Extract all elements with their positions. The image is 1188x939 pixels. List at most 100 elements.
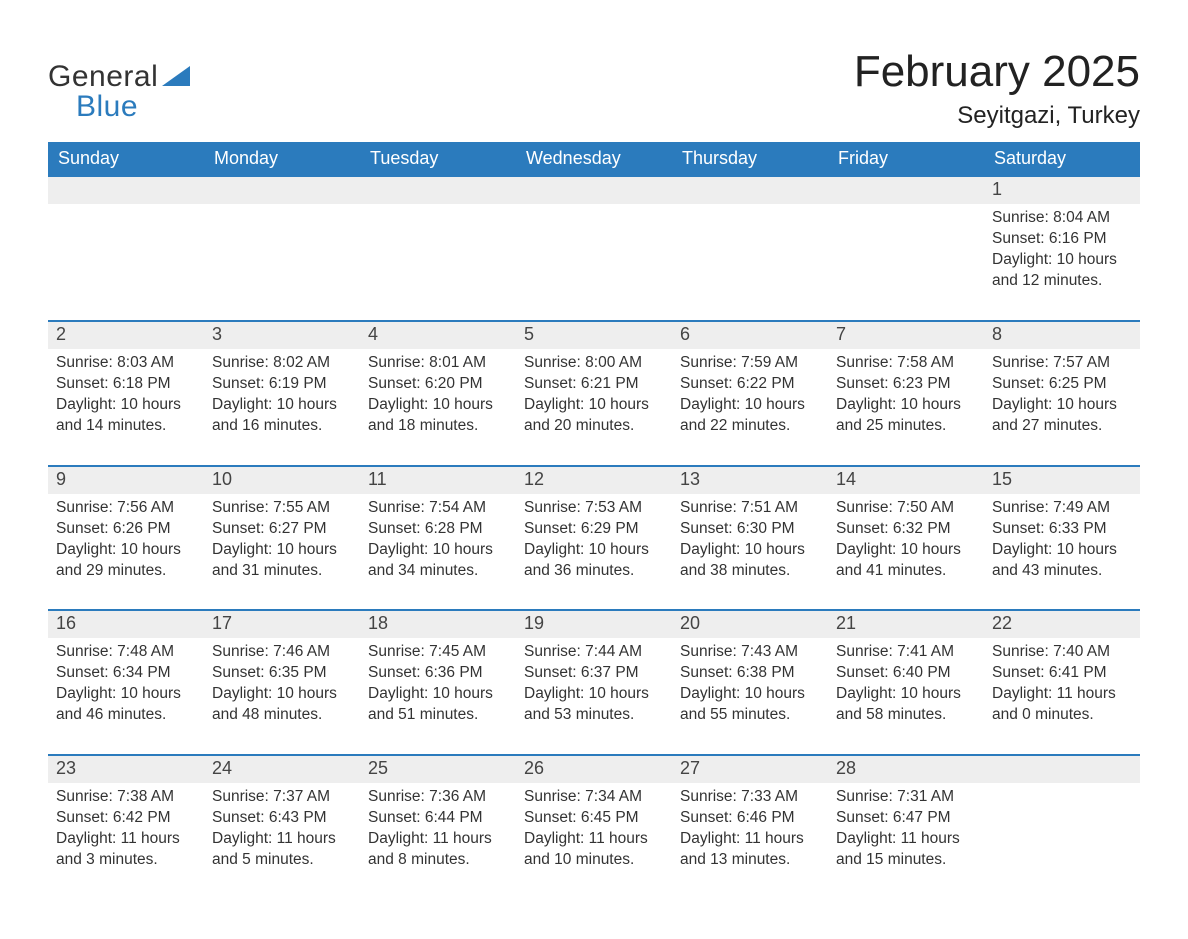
sunrise-line: Sunrise: 7:37 AM <box>212 787 352 808</box>
daylight-line: Daylight: 10 hours <box>524 540 664 561</box>
brand-logo: General Blue <box>48 48 190 122</box>
day-content-row: Sunrise: 7:56 AMSunset: 6:26 PMDaylight:… <box>48 494 1140 610</box>
day-cell: Sunrise: 7:44 AMSunset: 6:37 PMDaylight:… <box>516 638 672 754</box>
weekday-header: Sunday <box>48 142 204 177</box>
weekday-header: Thursday <box>672 142 828 177</box>
day-number: 9 <box>48 467 204 494</box>
weekday-header: Monday <box>204 142 360 177</box>
day-cell <box>516 204 672 320</box>
day-cell <box>360 204 516 320</box>
daylight-line: Daylight: 11 hours <box>836 829 976 850</box>
sunrise-line: Sunrise: 7:45 AM <box>368 642 508 663</box>
day-cell <box>672 204 828 320</box>
sunrise-line: Sunrise: 8:02 AM <box>212 353 352 374</box>
sunset-line: Sunset: 6:27 PM <box>212 519 352 540</box>
daylight-line: Daylight: 11 hours <box>212 829 352 850</box>
day-number: 1 <box>984 177 1140 204</box>
sunrise-line: Sunrise: 8:03 AM <box>56 353 196 374</box>
day-cell: Sunrise: 8:02 AMSunset: 6:19 PMDaylight:… <box>204 349 360 465</box>
sunrise-line: Sunrise: 7:41 AM <box>836 642 976 663</box>
sunrise-line: Sunrise: 8:04 AM <box>992 208 1132 229</box>
day-number <box>672 177 828 204</box>
day-number: 27 <box>672 756 828 783</box>
daylight-line: and 29 minutes. <box>56 561 196 582</box>
daylight-line: and 8 minutes. <box>368 850 508 871</box>
daylight-line: Daylight: 11 hours <box>524 829 664 850</box>
day-number: 14 <box>828 467 984 494</box>
day-number <box>516 177 672 204</box>
day-cell: Sunrise: 7:40 AMSunset: 6:41 PMDaylight:… <box>984 638 1140 754</box>
sunrise-line: Sunrise: 7:50 AM <box>836 498 976 519</box>
day-number: 12 <box>516 467 672 494</box>
sunset-line: Sunset: 6:22 PM <box>680 374 820 395</box>
daylight-line: and 20 minutes. <box>524 416 664 437</box>
brand-logo-text: General Blue <box>48 62 190 122</box>
day-cell <box>48 204 204 320</box>
day-cell: Sunrise: 7:38 AMSunset: 6:42 PMDaylight:… <box>48 783 204 899</box>
sunrise-line: Sunrise: 7:31 AM <box>836 787 976 808</box>
day-cell: Sunrise: 7:54 AMSunset: 6:28 PMDaylight:… <box>360 494 516 610</box>
day-number: 5 <box>516 322 672 349</box>
sunset-line: Sunset: 6:35 PM <box>212 663 352 684</box>
sunrise-line: Sunrise: 7:46 AM <box>212 642 352 663</box>
sunset-line: Sunset: 6:19 PM <box>212 374 352 395</box>
weekday-header: Saturday <box>984 142 1140 177</box>
daylight-line: and 55 minutes. <box>680 705 820 726</box>
daylight-line: Daylight: 10 hours <box>524 395 664 416</box>
day-number: 10 <box>204 467 360 494</box>
day-number: 19 <box>516 611 672 638</box>
daylight-line: Daylight: 10 hours <box>368 540 508 561</box>
daylight-line: and 51 minutes. <box>368 705 508 726</box>
daylight-line: Daylight: 10 hours <box>680 540 820 561</box>
day-cell: Sunrise: 7:48 AMSunset: 6:34 PMDaylight:… <box>48 638 204 754</box>
daylight-line: and 14 minutes. <box>56 416 196 437</box>
daylight-line: and 58 minutes. <box>836 705 976 726</box>
day-number: 7 <box>828 322 984 349</box>
weekday-header-row: Sunday Monday Tuesday Wednesday Thursday… <box>48 142 1140 177</box>
sunrise-line: Sunrise: 7:34 AM <box>524 787 664 808</box>
day-number <box>828 177 984 204</box>
daylight-line: Daylight: 10 hours <box>56 540 196 561</box>
sunset-line: Sunset: 6:33 PM <box>992 519 1132 540</box>
daylight-line: and 36 minutes. <box>524 561 664 582</box>
day-number <box>984 756 1140 783</box>
daylight-line: Daylight: 10 hours <box>992 395 1132 416</box>
sunset-line: Sunset: 6:45 PM <box>524 808 664 829</box>
daylight-line: Daylight: 10 hours <box>212 540 352 561</box>
sunset-line: Sunset: 6:26 PM <box>56 519 196 540</box>
sunset-line: Sunset: 6:16 PM <box>992 229 1132 250</box>
day-number-row: 2345678 <box>48 322 1140 349</box>
day-cell: Sunrise: 7:56 AMSunset: 6:26 PMDaylight:… <box>48 494 204 610</box>
sunrise-line: Sunrise: 7:36 AM <box>368 787 508 808</box>
daylight-line: and 43 minutes. <box>992 561 1132 582</box>
daylight-line: and 25 minutes. <box>836 416 976 437</box>
day-cell: Sunrise: 7:43 AMSunset: 6:38 PMDaylight:… <box>672 638 828 754</box>
day-number: 15 <box>984 467 1140 494</box>
weekday-header: Tuesday <box>360 142 516 177</box>
day-number: 24 <box>204 756 360 783</box>
weekday-header: Wednesday <box>516 142 672 177</box>
daylight-line: and 18 minutes. <box>368 416 508 437</box>
daylight-line: and 13 minutes. <box>680 850 820 871</box>
daylight-line: Daylight: 10 hours <box>680 395 820 416</box>
daylight-line: and 46 minutes. <box>56 705 196 726</box>
daylight-line: and 53 minutes. <box>524 705 664 726</box>
day-number: 21 <box>828 611 984 638</box>
daylight-line: and 0 minutes. <box>992 705 1132 726</box>
sunset-line: Sunset: 6:18 PM <box>56 374 196 395</box>
daylight-line: Daylight: 10 hours <box>56 395 196 416</box>
day-number: 2 <box>48 322 204 349</box>
day-number: 28 <box>828 756 984 783</box>
daylight-line: and 38 minutes. <box>680 561 820 582</box>
sunrise-line: Sunrise: 7:38 AM <box>56 787 196 808</box>
week-row: 232425262728Sunrise: 7:38 AMSunset: 6:42… <box>48 754 1140 899</box>
day-number-row: 16171819202122 <box>48 611 1140 638</box>
sunrise-line: Sunrise: 7:56 AM <box>56 498 196 519</box>
sunrise-line: Sunrise: 7:57 AM <box>992 353 1132 374</box>
sunrise-line: Sunrise: 7:43 AM <box>680 642 820 663</box>
sunset-line: Sunset: 6:47 PM <box>836 808 976 829</box>
sunrise-line: Sunrise: 7:51 AM <box>680 498 820 519</box>
daylight-line: and 12 minutes. <box>992 271 1132 292</box>
sunrise-line: Sunrise: 7:33 AM <box>680 787 820 808</box>
sunrise-line: Sunrise: 7:58 AM <box>836 353 976 374</box>
